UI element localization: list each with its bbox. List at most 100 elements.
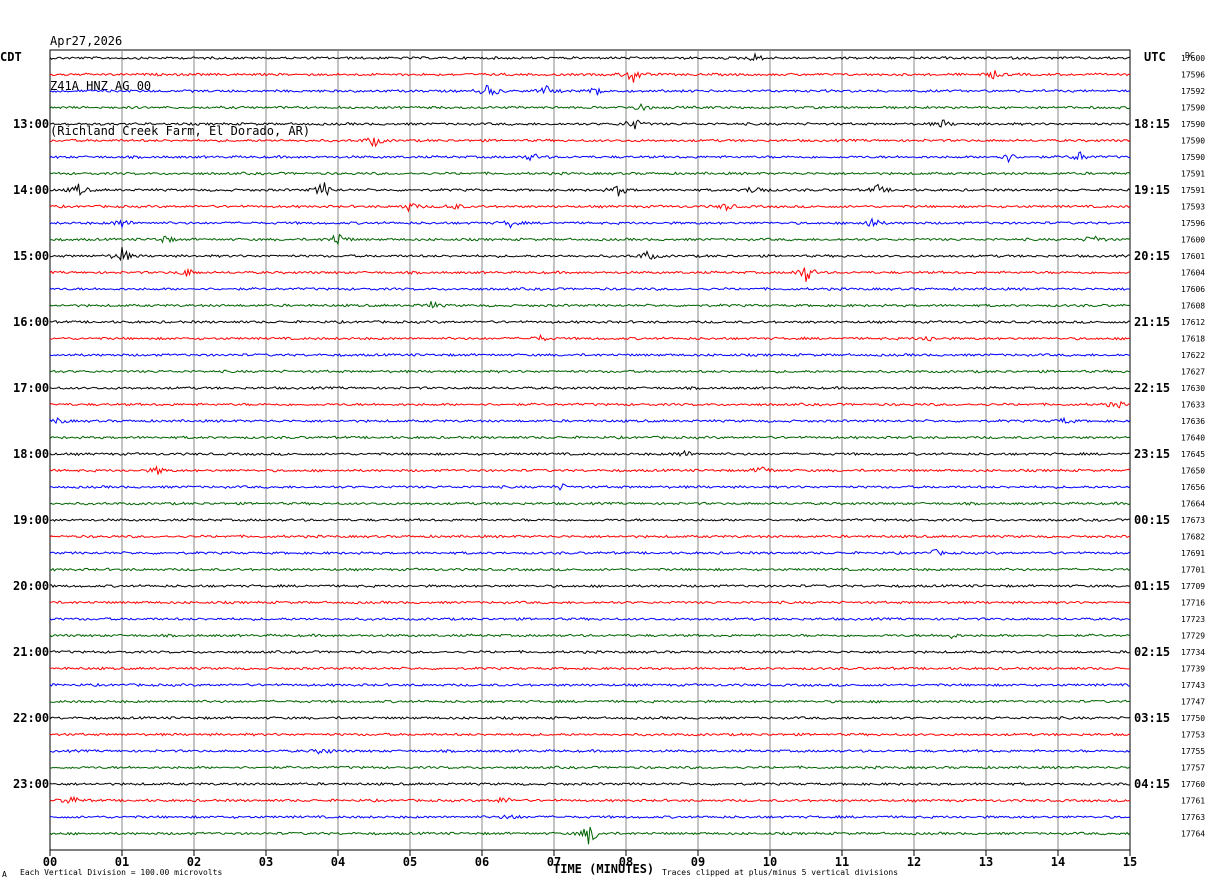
left-hour-label: 20:00 <box>13 579 49 593</box>
trace-group <box>49 52 1131 845</box>
seismic-trace <box>49 369 1131 374</box>
seismic-trace <box>49 567 1131 572</box>
left-hour-label: 22:00 <box>13 711 49 725</box>
x-tick-label: 07 <box>547 855 561 869</box>
seismic-trace <box>49 416 1131 425</box>
seismic-trace <box>49 633 1131 640</box>
seismic-trace <box>49 583 1131 589</box>
corner-mark: A <box>2 870 7 879</box>
x-tick-label: 05 <box>403 855 417 869</box>
x-tick-label: 02 <box>187 855 201 869</box>
dc-offset-label: 17612 <box>1181 318 1205 327</box>
seismic-trace <box>49 52 1131 62</box>
x-tick-label: 11 <box>835 855 849 869</box>
seismic-trace <box>49 616 1131 622</box>
seismic-trace <box>49 119 1131 130</box>
dc-offset-label: 17739 <box>1181 665 1205 674</box>
seismic-trace <box>49 286 1131 292</box>
left-hour-label: 18:00 <box>13 447 49 461</box>
seismic-trace <box>49 267 1131 282</box>
x-tick-label: 00 <box>43 855 57 869</box>
dc-offset-label: 17593 <box>1181 203 1205 212</box>
dc-offset-label: 17723 <box>1181 615 1205 624</box>
seismic-trace <box>49 319 1131 325</box>
dc-offset-label: 17729 <box>1181 632 1205 641</box>
right-hour-label: 22:15 <box>1134 381 1170 395</box>
seismic-trace <box>50 666 1131 671</box>
right-hour-label: 21:15 <box>1134 315 1170 329</box>
seismic-trace <box>49 84 1131 96</box>
dc-offset-label: 17734 <box>1181 648 1205 657</box>
seismic-trace <box>49 534 1131 539</box>
plot-frame <box>49 49 1131 851</box>
seismic-trace <box>49 449 1131 458</box>
right-tz-label: UTC <box>1144 50 1166 64</box>
right-hour-label: 04:15 <box>1134 777 1170 791</box>
dc-offset-label: 17763 <box>1181 813 1205 822</box>
seismic-trace <box>49 682 1130 688</box>
x-tick-label: 03 <box>259 855 273 869</box>
dc-label: DC <box>1185 51 1195 60</box>
left-hour-label: 21:00 <box>13 645 49 659</box>
seismic-trace <box>49 517 1131 522</box>
right-hour-label: 02:15 <box>1134 645 1170 659</box>
dc-offset-label: 17691 <box>1181 549 1205 558</box>
dc-offset-label: 17591 <box>1181 186 1205 195</box>
dc-offset-label: 17682 <box>1181 533 1205 542</box>
seismic-trace <box>49 333 1130 342</box>
seismic-trace <box>49 103 1131 112</box>
dc-offset-label: 17636 <box>1181 417 1205 426</box>
dc-offset-label: 17608 <box>1181 302 1205 311</box>
seismic-trace <box>49 217 1131 229</box>
dc-offset-label: 17645 <box>1181 450 1205 459</box>
right-hour-label: 18:15 <box>1134 117 1170 131</box>
location-label: (Richland Creek Farm, El Dorado, AR) <box>50 124 311 138</box>
dc-offset-label: 17606 <box>1181 285 1205 294</box>
seismic-trace <box>50 600 1131 605</box>
date-label: Apr27,2026 <box>50 34 123 48</box>
dc-offset-label: 17600 <box>1181 54 1205 63</box>
seismic-trace <box>49 465 1131 475</box>
clip-note: Traces clipped at plus/minus 5 vertical … <box>662 868 899 877</box>
seismic-trace <box>49 202 1131 213</box>
dc-offset-label: 17590 <box>1181 153 1205 162</box>
seismic-trace <box>49 649 1131 655</box>
seismic-trace <box>49 182 1131 197</box>
seismic-trace <box>49 715 1131 721</box>
seismic-trace <box>49 233 1131 246</box>
seismic-trace <box>49 748 1131 755</box>
x-tick-label: 13 <box>979 855 993 869</box>
dc-offset-label: 17622 <box>1181 351 1205 360</box>
left-hour-label: 14:00 <box>13 183 49 197</box>
seismic-trace <box>49 732 1131 737</box>
dc-offset-label: 17750 <box>1181 714 1205 723</box>
seismic-trace <box>49 151 1131 164</box>
dc-offset-label: 17656 <box>1181 483 1205 492</box>
seismic-trace <box>49 795 1131 804</box>
dc-offset-label: 17618 <box>1181 335 1205 344</box>
dc-offset-label: 17600 <box>1181 236 1205 245</box>
left-hour-label: 23:00 <box>13 777 49 791</box>
left-hour-label: 15:00 <box>13 249 49 263</box>
dc-offset-label: 17650 <box>1181 467 1205 476</box>
x-tick-label: 15 <box>1123 855 1137 869</box>
dc-offset-label: 17591 <box>1181 170 1205 179</box>
x-tick-label: 04 <box>331 855 345 869</box>
seismic-trace <box>49 352 1131 358</box>
x-tick-label: 06 <box>475 855 489 869</box>
seismic-trace <box>49 137 1131 148</box>
dc-offset-label: 17633 <box>1181 401 1205 410</box>
dc-offset-label: 17590 <box>1181 120 1205 129</box>
scale-note: Each Vertical Division = 100.00 microvol… <box>20 868 223 877</box>
minute-grid <box>49 49 1131 856</box>
dc-offset-label: 17590 <box>1181 137 1205 146</box>
seismic-trace <box>49 765 1131 770</box>
seismic-trace <box>49 171 1131 176</box>
x-tick-label: 14 <box>1051 855 1065 869</box>
seismic-trace <box>49 501 1131 506</box>
left-hour-label: 17:00 <box>13 381 49 395</box>
dc-offset-label: 17764 <box>1181 830 1205 839</box>
x-tick-label: 09 <box>691 855 705 869</box>
x-tick-label: 08 <box>619 855 633 869</box>
dc-offset-label: 17716 <box>1181 599 1205 608</box>
